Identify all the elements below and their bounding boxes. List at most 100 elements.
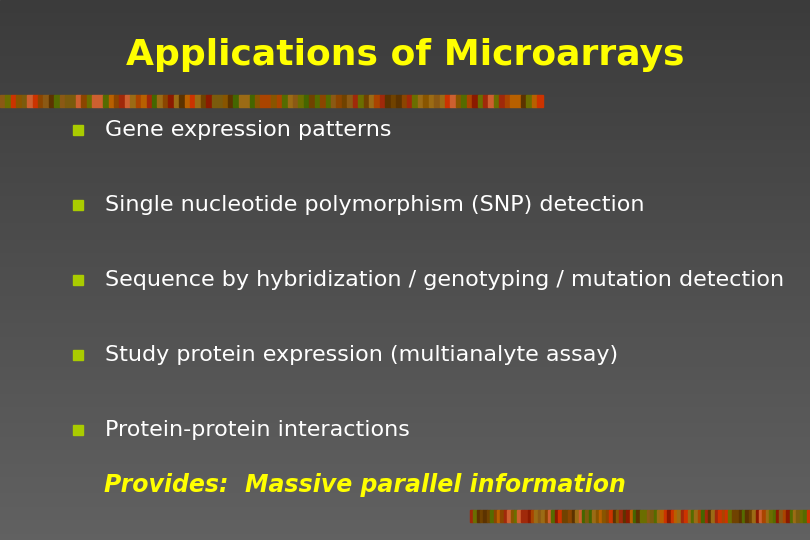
Bar (0, 297, 810, 300)
Bar (804, 510, 807, 522)
Bar (722, 510, 725, 522)
Bar (537, 95, 543, 107)
Bar (0, 81, 810, 84)
Bar (0, 394, 810, 397)
Bar (0, 308, 810, 310)
Bar (0, 432, 810, 435)
Bar (0, 256, 810, 259)
Bar (0, 5, 810, 8)
Bar (555, 510, 558, 522)
Bar (0, 219, 810, 221)
Bar (0, 68, 810, 70)
Bar (561, 510, 565, 522)
Bar (407, 95, 412, 107)
Bar (0, 194, 810, 197)
Bar (0, 348, 810, 351)
Bar (532, 95, 537, 107)
Bar (0, 89, 810, 92)
Bar (0, 524, 810, 526)
Bar (524, 510, 527, 522)
Bar (572, 510, 575, 522)
Bar (0, 324, 810, 327)
Bar (0, 162, 810, 165)
Bar (538, 510, 541, 522)
Bar (277, 95, 282, 107)
Bar (0, 451, 810, 454)
Bar (440, 95, 445, 107)
Bar (304, 95, 309, 107)
Bar (0, 108, 810, 111)
Bar (0, 138, 810, 140)
Text: Protein-protein interactions: Protein-protein interactions (105, 420, 410, 440)
Bar (92, 95, 98, 107)
Bar (141, 95, 147, 107)
Bar (0, 392, 810, 394)
Bar (467, 95, 472, 107)
Bar (516, 95, 521, 107)
Bar (16, 95, 22, 107)
Bar (0, 267, 810, 270)
Bar (0, 176, 810, 178)
Bar (0, 440, 810, 443)
Bar (796, 510, 799, 522)
Bar (0, 22, 810, 24)
Bar (646, 510, 650, 522)
Bar (0, 14, 810, 16)
Bar (0, 354, 810, 356)
Bar (0, 481, 810, 483)
Bar (499, 95, 505, 107)
Bar (0, 100, 810, 103)
Bar (473, 510, 476, 522)
Bar (0, 94, 810, 97)
Bar (688, 510, 691, 522)
Bar (514, 510, 518, 522)
Bar (60, 95, 65, 107)
Bar (0, 262, 810, 265)
Text: Provides:  Massive parallel information: Provides: Massive parallel information (104, 473, 625, 497)
Bar (179, 95, 185, 107)
Bar (521, 510, 524, 522)
Bar (0, 462, 810, 464)
Bar (776, 510, 779, 522)
Bar (663, 510, 667, 522)
Bar (0, 494, 810, 497)
Bar (0, 294, 810, 297)
Bar (369, 95, 374, 107)
Bar (752, 510, 756, 522)
Bar (0, 76, 810, 78)
Bar (0, 122, 810, 124)
Bar (0, 340, 810, 343)
Bar (0, 370, 810, 373)
Bar (0, 535, 810, 537)
Bar (0, 356, 810, 359)
Bar (0, 97, 810, 100)
Bar (28, 95, 32, 107)
Bar (211, 95, 217, 107)
Bar (0, 359, 810, 362)
Bar (799, 510, 804, 522)
Bar (637, 510, 640, 522)
Text: Applications of Microarrays: Applications of Microarrays (126, 38, 684, 72)
Bar (293, 95, 299, 107)
Bar (582, 510, 586, 522)
Bar (552, 510, 555, 522)
Bar (612, 510, 616, 522)
Bar (0, 321, 810, 324)
Text: Gene expression patterns: Gene expression patterns (105, 120, 392, 140)
Bar (0, 3, 810, 5)
Bar (0, 448, 810, 451)
Bar (0, 151, 810, 154)
Bar (633, 510, 637, 522)
Bar (0, 526, 810, 529)
Bar (735, 510, 739, 522)
Bar (483, 95, 488, 107)
Bar (0, 502, 810, 505)
Bar (484, 510, 487, 522)
Bar (239, 95, 245, 107)
Bar (0, 240, 810, 243)
Bar (0, 278, 810, 281)
Bar (0, 113, 810, 116)
Bar (0, 332, 810, 335)
Bar (0, 127, 810, 130)
Bar (0, 472, 810, 475)
